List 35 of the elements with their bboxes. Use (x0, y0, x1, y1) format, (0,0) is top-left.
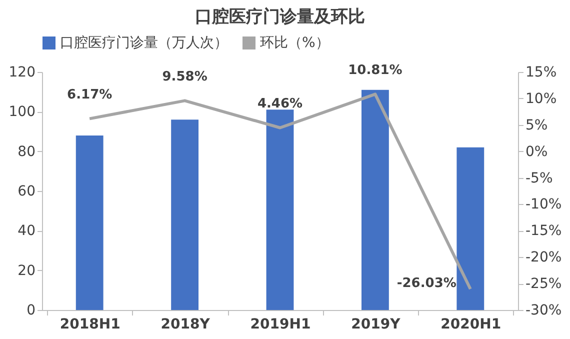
y-tick-label: 0 (26, 302, 36, 318)
legend-label: 口腔医疗门诊量（万人次） (60, 35, 228, 51)
y-tick-label: 100 (8, 104, 36, 120)
x-tick-label: 2019Y (351, 316, 402, 332)
y-tick-label: 120 (8, 64, 36, 80)
bar (266, 110, 294, 310)
data-label: 9.58% (162, 70, 208, 85)
x-tick-label: 2018Y (160, 316, 211, 332)
data-label: 6.17% (67, 88, 112, 103)
data-label: -26.03% (396, 276, 456, 292)
bar (171, 120, 199, 310)
y-tick-label: 20 (18, 262, 36, 279)
x-tick-label: 2018H1 (60, 316, 120, 332)
y2-tick-label: -20% (526, 250, 562, 266)
data-label: 10.81% (348, 63, 402, 78)
y2-tick-label: 10% (526, 90, 557, 107)
y-tick-label: 80 (18, 144, 36, 160)
y2-tick-label: -5% (526, 170, 553, 186)
x-tick-label: 2020H1 (440, 316, 502, 332)
y2-tick-label: -15% (526, 223, 562, 240)
y-tick-label: 60 (18, 184, 36, 200)
bar (361, 90, 389, 310)
x-tick-label: 2019H1 (250, 316, 311, 332)
bar (456, 147, 484, 310)
legend-label: 环比（%） (260, 35, 330, 51)
y-tick-label: 40 (18, 223, 36, 240)
chart-title: 口腔医疗门诊量及环比 (195, 7, 365, 27)
y2-tick-label: -30% (526, 302, 562, 318)
y2-tick-label: 5% (526, 117, 548, 134)
y2-tick-label: -10% (526, 196, 562, 213)
y2-tick-label: 0% (526, 144, 548, 160)
y2-tick-label: -25% (526, 276, 562, 292)
data-label: 4.46% (257, 96, 303, 112)
y2-tick-label: 15% (526, 64, 557, 80)
bar (76, 135, 104, 310)
